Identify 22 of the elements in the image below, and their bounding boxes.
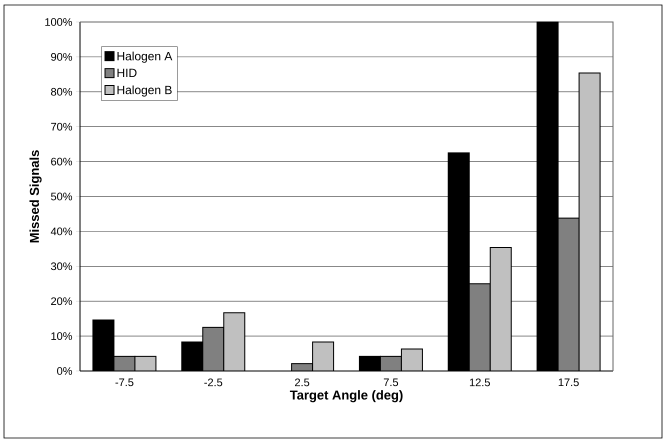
y-axis-title: Missed Signals xyxy=(29,150,42,242)
x-tick-label: 2.5 xyxy=(295,378,310,386)
legend-label: HID xyxy=(118,68,137,77)
x-axis-title: Target Angle (deg) xyxy=(290,390,403,402)
y-tick-label: 70% xyxy=(51,122,72,131)
legend-label: Halogen B xyxy=(118,85,172,97)
y-tick-label: 80% xyxy=(51,88,72,96)
y-tick-label: 10% xyxy=(51,332,72,340)
y-tick-label: 90% xyxy=(51,53,72,61)
y-tick-label: 60% xyxy=(51,158,72,166)
y-tick-label: 20% xyxy=(51,297,72,306)
y-tick-label: 50% xyxy=(50,192,72,200)
legend-label: Halogen A xyxy=(118,52,172,63)
x-tick-label: 17.5 xyxy=(558,378,579,386)
y-tick-label: 40% xyxy=(50,228,72,236)
y-tick-label: 30% xyxy=(50,262,72,270)
y-tick-label: 0% xyxy=(57,367,72,375)
x-tick-label: 12.5 xyxy=(470,378,490,386)
y-tick-label: 100% xyxy=(45,18,72,26)
x-tick-label: -7.5 xyxy=(115,378,134,386)
x-tick-label: -2.5 xyxy=(204,378,222,386)
x-tick-label: 7.5 xyxy=(384,378,398,386)
